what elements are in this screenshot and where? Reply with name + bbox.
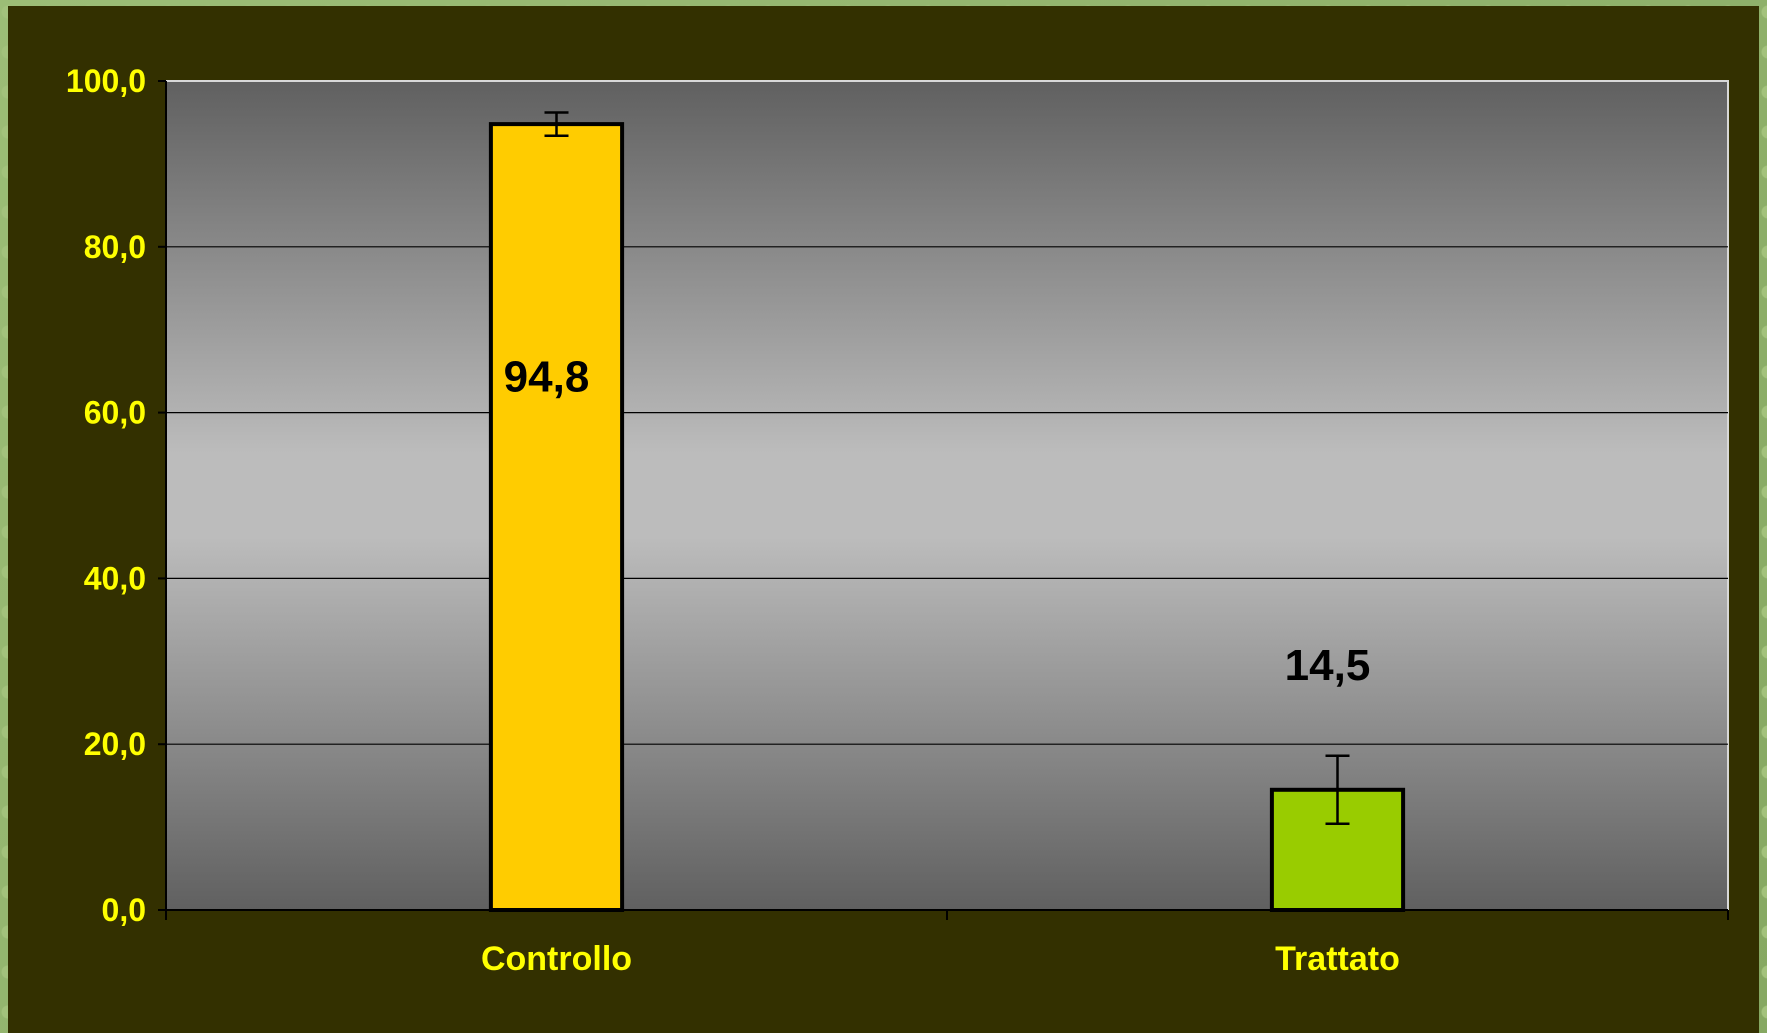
labels: 0,0 20,0 40,0 60,0 80,0 100,0 94,8 Controllo 14,… (66, 63, 1400, 978)
chart-frame: 0,0 20,0 40,0 60,0 80,0 100,0 94,8 Controllo 14,… (8, 6, 1759, 1033)
x-tick-label: Trattato (1275, 940, 1400, 978)
grid-lines (166, 246, 1728, 745)
plot-area (165, 80, 1729, 911)
bar-chart: 0,0 20,0 40,0 60,0 80,0 100,0 94,8 Controllo 14,… (66, 63, 1729, 978)
y-tick-label: 60,0 (84, 395, 146, 431)
data-label: 14,5 (1285, 641, 1371, 690)
y-tick-label: 80,0 (84, 229, 146, 265)
axes (158, 80, 1729, 920)
y-tick-label: 20,0 (84, 726, 146, 762)
bar-controllo (488, 122, 625, 913)
x-tick-label: Controllo (481, 940, 632, 978)
y-tick-label: 100,0 (66, 63, 146, 99)
data-label: 94,8 (504, 352, 590, 401)
y-tick-label: 0,0 (102, 892, 146, 928)
bars (488, 111, 1406, 913)
y-tick-label: 40,0 (84, 560, 146, 596)
